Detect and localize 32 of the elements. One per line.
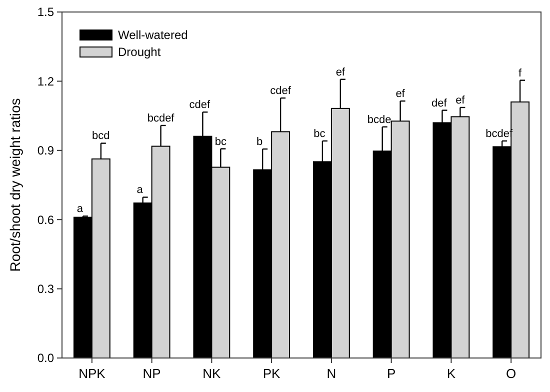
y-tick-label: 0.3	[37, 282, 54, 296]
x-tick-label: N	[326, 366, 336, 381]
annotation: ef	[456, 94, 466, 106]
x-tick-label: NK	[202, 366, 222, 381]
annotation: bcdef	[147, 112, 176, 124]
annotation: def	[432, 97, 448, 110]
x-tick-label: K	[446, 366, 456, 381]
legend-label: Drought	[118, 45, 162, 59]
annotation: bcd	[92, 130, 110, 142]
y-tick-label: 0.6	[37, 212, 54, 227]
annotation: cdef	[270, 85, 292, 98]
annotation: ef	[336, 66, 346, 78]
y-axis-title: Root/shoot dry weight ratios	[7, 98, 23, 272]
annotation: bc	[214, 136, 227, 148]
x-tick-label: NP	[142, 366, 161, 381]
y-tick-label: 0.9	[37, 144, 54, 158]
x-tick-label: NPK	[78, 366, 106, 381]
y-tick-label: 0.0	[37, 351, 54, 366]
annotation: a	[76, 203, 84, 216]
annotation: b	[256, 136, 263, 148]
annotation: cdef	[189, 99, 212, 112]
annotation: ef	[396, 88, 406, 100]
annotation: bcde	[367, 114, 392, 126]
annotation: bc	[314, 128, 326, 140]
annotation: a	[136, 184, 144, 196]
legend-label: Well-watered	[118, 28, 188, 42]
y-tick-label: 1.5	[37, 5, 54, 20]
annotation: f	[518, 67, 523, 80]
y-tick-label: 1.2	[37, 74, 54, 88]
x-tick-label: O	[506, 366, 516, 381]
x-tick-label: PK	[262, 366, 281, 381]
x-tick-label: P	[386, 366, 396, 381]
